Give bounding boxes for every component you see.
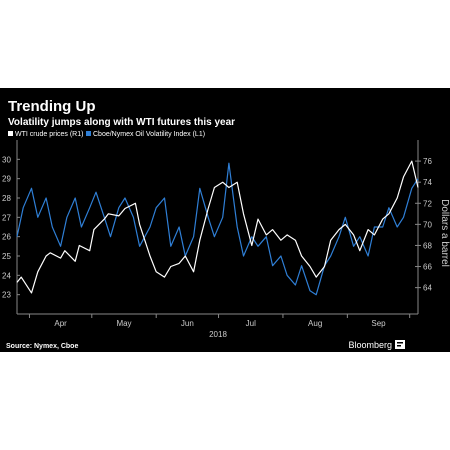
right-tick-label: 72 <box>423 199 432 208</box>
right-tick-label: 74 <box>423 178 432 187</box>
x-axis-ticks: Apr May Jun Jul Aug Sep <box>28 314 411 328</box>
left-tick-label: 26 <box>2 233 11 242</box>
series-line-ovx <box>16 162 419 296</box>
legend: WTI crude prices (R1) Cboe/Nymex Oil Vol… <box>8 131 205 138</box>
legend-swatch-ovx <box>86 131 91 136</box>
right-axis-label: Dollars a barrel <box>439 199 450 267</box>
left-tick-label: 24 <box>2 271 11 280</box>
right-tick-label: 68 <box>423 241 432 250</box>
left-tick-label: 25 <box>2 252 11 261</box>
chart-panel: Trending Up Volatility jumps along with … <box>0 88 450 352</box>
legend-label-ovx: Cboe/Nymex Oil Volatility Index (L1) <box>93 131 205 138</box>
x-tick-label: Jun <box>181 319 194 328</box>
right-tick-label: 70 <box>423 220 432 229</box>
x-tick-label: May <box>116 319 131 328</box>
left-tick-label: 28 <box>2 194 11 203</box>
left-tick-label: 27 <box>2 213 11 222</box>
legend-swatch-wti <box>8 131 13 136</box>
left-tick-label: 23 <box>2 291 11 300</box>
right-tick-label: 64 <box>423 284 432 293</box>
x-tick-label: Apr <box>54 319 67 328</box>
series-line-wti <box>16 160 419 294</box>
chart-title: Trending Up <box>8 98 96 115</box>
bloomberg-logo: Bloomberg <box>348 340 392 350</box>
left-axis-ticks: 23 24 25 26 27 28 29 30 <box>2 155 20 300</box>
x-tick-label: Jul <box>246 319 256 328</box>
left-tick-label: 30 <box>2 155 11 164</box>
chart-subtitle: Volatility jumps along with WTI futures … <box>8 117 235 128</box>
right-tick-label: 66 <box>423 263 432 272</box>
line-chart: Trending Up Volatility jumps along with … <box>2 98 450 350</box>
x-axis-label: 2018 <box>209 330 227 339</box>
series-layer <box>16 160 419 296</box>
left-tick-label: 29 <box>2 175 11 184</box>
source-note: Source: Nymex, Cboe <box>6 343 78 350</box>
right-axis-ticks: 64 66 68 70 72 74 76 <box>415 157 432 293</box>
right-tick-label: 76 <box>423 157 432 166</box>
terminal-icon <box>395 340 405 349</box>
plot-frame <box>16 140 419 315</box>
x-tick-label: Aug <box>308 319 322 328</box>
x-tick-label: Sep <box>371 319 386 328</box>
legend-label-wti: WTI crude prices (R1) <box>15 131 83 138</box>
